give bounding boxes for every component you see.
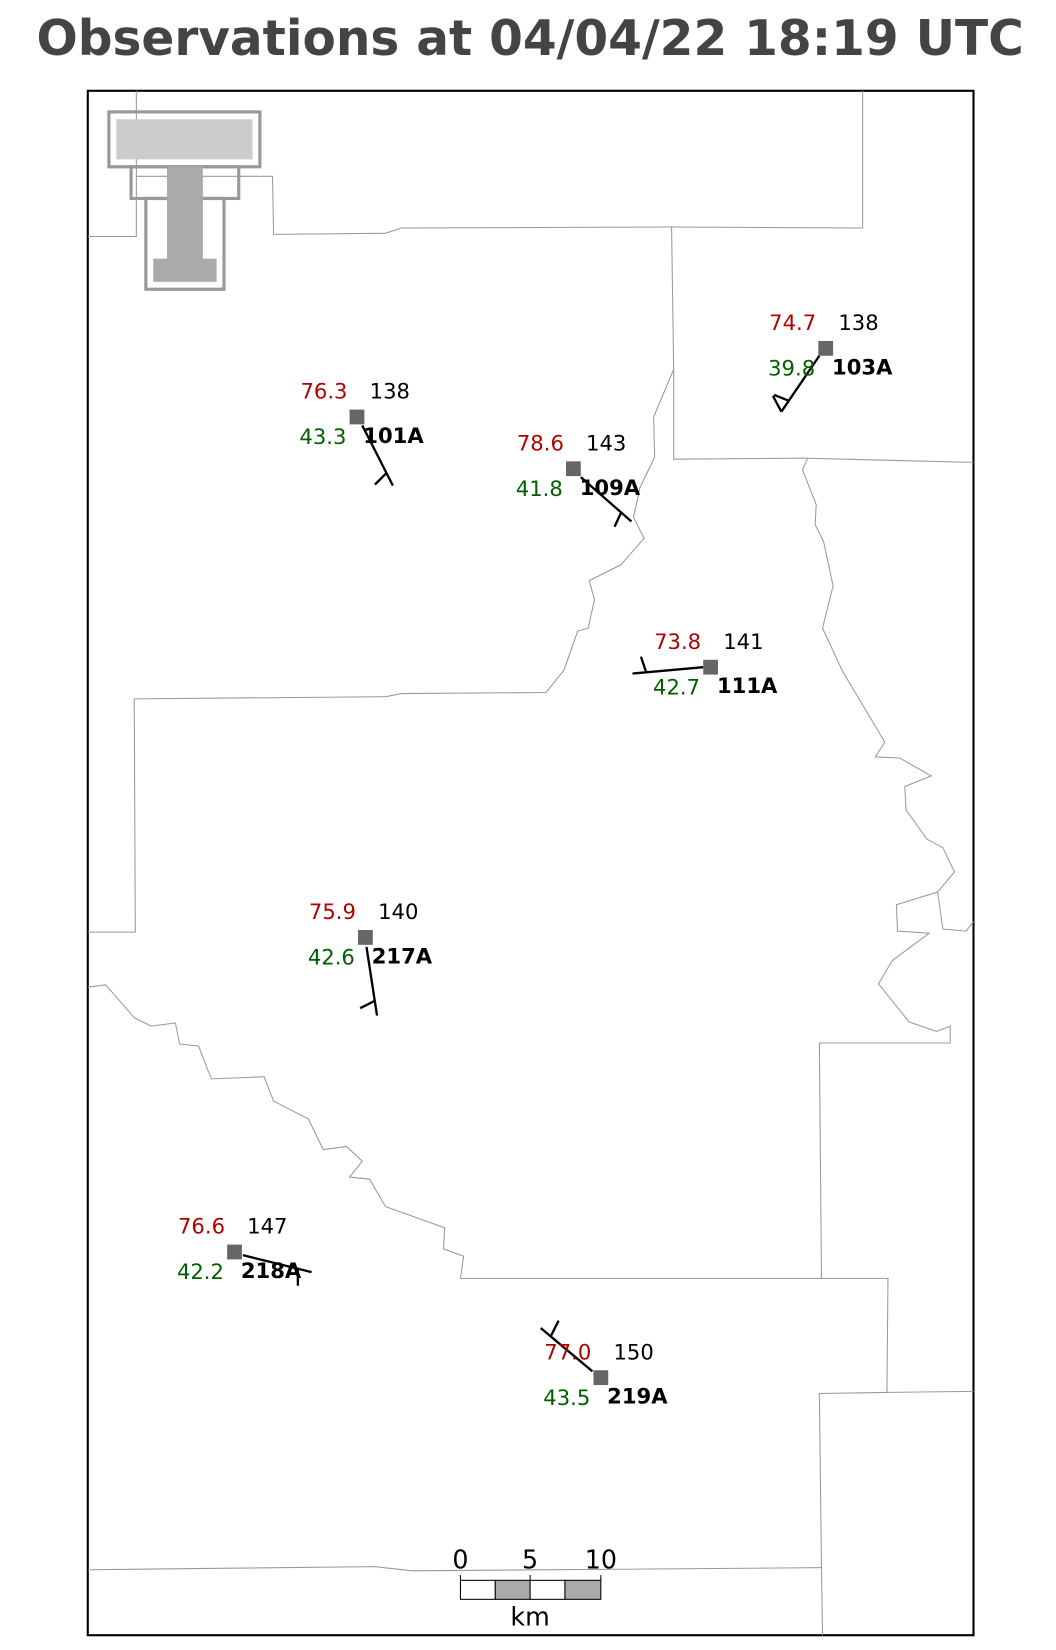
dewpoint: 42.2	[177, 1259, 224, 1284]
station: 78.6 143 41.8 109A	[516, 430, 641, 500]
dewpoint: 41.8	[516, 476, 563, 501]
station-value: 140	[378, 899, 418, 924]
temperature: 78.6	[517, 430, 564, 455]
station-marker	[349, 409, 365, 425]
station-id: 218A	[241, 1258, 302, 1283]
station-value: 138	[838, 310, 878, 335]
temperature: 74.7	[769, 310, 816, 335]
station: 75.9 140 42.6 217A	[308, 899, 433, 969]
scale-label: 0	[452, 1544, 468, 1574]
station: 76.6 147 42.2 218A	[177, 1214, 302, 1284]
station: 73.8 141 42.7 111A	[653, 629, 778, 699]
station-value: 147	[247, 1214, 287, 1239]
station-marker	[818, 340, 834, 356]
scale-label: 10	[585, 1544, 617, 1574]
station-id: 219A	[607, 1384, 668, 1409]
logo	[107, 110, 262, 291]
station-value: 150	[614, 1339, 654, 1364]
station: 74.7 138 39.8 103A	[768, 310, 893, 380]
temperature: 73.8	[654, 629, 701, 654]
station-id: 103A	[832, 354, 893, 379]
station: 76.3 138 43.3 101A	[299, 379, 424, 449]
station-marker	[593, 1370, 609, 1386]
scale-bar	[459, 1575, 602, 1600]
station-id: 109A	[580, 475, 641, 500]
scale-unit: km	[510, 1601, 549, 1631]
temperature: 76.6	[178, 1214, 225, 1239]
scale-label: 5	[522, 1544, 538, 1574]
dewpoint: 42.6	[308, 945, 355, 970]
station-marker	[227, 1244, 242, 1260]
station-id: 101A	[363, 423, 424, 448]
wind-barbs	[242, 355, 821, 1373]
dewpoint: 39.8	[768, 355, 815, 380]
station: 77.0 150 43.5 219A	[543, 1339, 668, 1409]
station-id: 111A	[717, 673, 778, 698]
station-id: 217A	[372, 943, 433, 968]
dewpoint: 43.5	[543, 1385, 590, 1410]
station-marker	[358, 930, 373, 945]
station-marker	[703, 659, 719, 675]
station-value: 143	[586, 430, 626, 455]
title: Observations at 04/04/22 18:19 UTC	[36, 11, 1023, 67]
dewpoint: 43.3	[299, 424, 346, 449]
temperature: 77.0	[544, 1339, 591, 1364]
dewpoint: 42.7	[653, 674, 700, 699]
temperature: 75.9	[309, 899, 356, 924]
temperature: 76.3	[300, 379, 347, 404]
station-value: 141	[723, 629, 763, 654]
station-marker	[566, 461, 581, 477]
station-value: 138	[370, 379, 410, 404]
